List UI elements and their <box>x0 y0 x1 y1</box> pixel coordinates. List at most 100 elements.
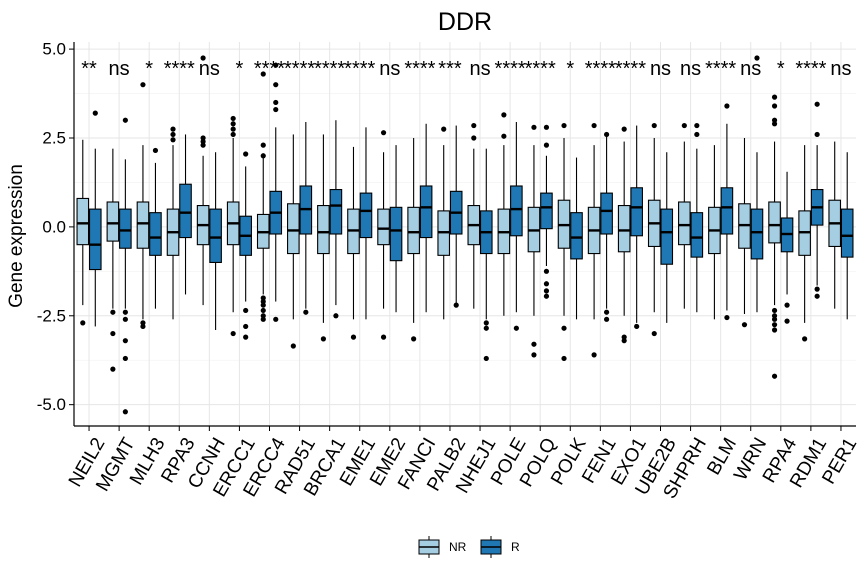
legend-item-R: R <box>480 536 520 558</box>
outlier-point <box>784 302 790 308</box>
significance-label: * <box>566 58 574 80</box>
box-BRCA1-NR <box>317 134 330 342</box>
outlier-point <box>771 103 778 109</box>
outlier-point <box>122 316 128 322</box>
outlier-point <box>441 126 447 132</box>
outlier-point <box>230 126 236 132</box>
box-ERCC1-NR <box>226 115 240 337</box>
box-PALB2-R <box>449 125 463 308</box>
outlier-point <box>170 137 176 143</box>
outlier-point <box>543 288 550 294</box>
outlier-point <box>483 355 489 362</box>
box-RAD51-NR <box>287 134 300 349</box>
box-body <box>136 201 150 249</box>
box-body <box>407 206 420 255</box>
box-NHEJ1-R <box>479 148 493 362</box>
outlier-point <box>814 293 820 299</box>
box-BLM-R <box>720 103 734 321</box>
axes <box>69 42 856 431</box>
box-NEIL2-NR <box>76 139 90 326</box>
outlier-point <box>380 130 387 136</box>
outlier-point <box>110 366 116 372</box>
box-UBE2B-NR <box>647 122 661 337</box>
significance-label: **** <box>314 58 345 80</box>
significance-label: **** <box>615 58 646 80</box>
box-RPA3-NR <box>166 126 180 320</box>
outlier-point <box>561 325 567 331</box>
box-BLM-NR <box>708 145 721 320</box>
outlier-point <box>260 313 266 319</box>
significance-label: ns <box>469 58 490 80</box>
box-body <box>617 205 631 253</box>
legend-label-NR: NR <box>449 540 467 554</box>
box-EME2-NR <box>377 130 390 340</box>
box-body <box>840 208 854 258</box>
outlier-point <box>122 309 128 315</box>
outlier-point <box>170 126 176 132</box>
box-EME2-R <box>389 145 403 313</box>
box-body <box>720 187 734 235</box>
box-SHPRH-R <box>690 122 704 313</box>
box-FEN1-R <box>600 131 613 322</box>
box-body <box>510 185 523 237</box>
significance-label: **** <box>705 58 736 80</box>
outlier-point <box>110 309 116 315</box>
outlier-point <box>110 330 116 337</box>
outlier-point <box>543 293 550 299</box>
outlier-point <box>591 122 597 129</box>
outlier-point <box>771 316 778 322</box>
box-UBE2B-R <box>660 152 674 323</box>
outlier-point <box>122 117 128 123</box>
chart-title: DDR <box>438 8 492 36</box>
outlier-point <box>471 122 477 129</box>
outlier-point <box>260 142 266 148</box>
significance-label: *** <box>438 58 462 80</box>
box-EME1-NR <box>347 146 360 340</box>
outlier-point <box>260 316 266 322</box>
outlier-point <box>170 131 176 138</box>
outlier-point <box>260 302 266 308</box>
outlier-point <box>243 334 249 340</box>
outlier-point <box>634 323 640 330</box>
box-RPA3-R <box>179 134 192 295</box>
box-NEIL2-R <box>88 110 102 327</box>
box-body <box>119 208 132 249</box>
box-body <box>329 189 343 235</box>
box-body <box>540 192 553 230</box>
significance-label: ns <box>109 58 130 80</box>
significance-label: * <box>236 58 244 80</box>
outlier-point <box>260 298 266 305</box>
box-WRN-NR <box>738 138 751 328</box>
box-PALB2-NR <box>437 126 451 320</box>
y-tick-label: 5.0 <box>42 40 66 59</box>
outlier-point <box>681 122 687 129</box>
outlier-point <box>483 325 489 331</box>
significance-label: **** <box>585 58 616 80</box>
outlier-point <box>771 94 778 100</box>
legend: NR R <box>418 536 520 558</box>
significance-label: ns <box>379 58 400 80</box>
outlier-point <box>411 336 417 342</box>
box-POLE-NR <box>497 112 511 316</box>
box-EXO1-R <box>630 125 643 330</box>
box-body <box>389 206 403 262</box>
box-body <box>690 212 704 258</box>
outlier-point <box>303 309 309 315</box>
outlier-point <box>200 142 206 148</box>
box-PER1-R <box>840 152 854 320</box>
outlier-point <box>694 131 700 138</box>
significance-label: **** <box>795 58 826 80</box>
significance-label: **** <box>164 58 195 80</box>
box-body <box>209 208 222 263</box>
outlier-point <box>603 316 610 322</box>
box-MLH3-NR <box>136 82 150 330</box>
box-BRCA1-R <box>329 120 343 319</box>
outlier-point <box>694 122 700 129</box>
outlier-point <box>320 336 327 342</box>
box-body <box>149 212 162 256</box>
y-tick-label: 0.0 <box>42 217 66 236</box>
significance-label: **** <box>525 58 556 80</box>
significance-label: ** <box>81 58 97 80</box>
significance-label: ns <box>199 58 220 80</box>
